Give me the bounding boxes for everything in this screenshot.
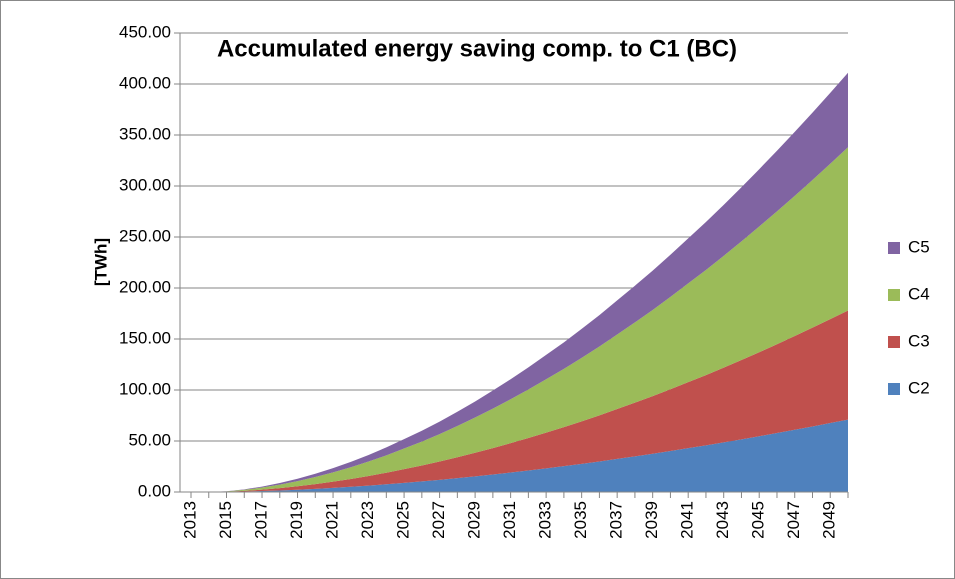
x-tick-label: 2041	[678, 501, 697, 539]
x-tick-label: 2045	[749, 501, 768, 539]
legend-label: C2	[908, 378, 930, 397]
x-tick-label: 2025	[394, 501, 413, 539]
y-tick-label: 300.00	[119, 175, 171, 194]
legend-label: C4	[908, 284, 930, 303]
x-tick-label: 2031	[500, 501, 519, 539]
y-tick-label: 100.00	[119, 379, 171, 398]
x-tick-label: 2039	[642, 501, 661, 539]
x-tick-label: 2049	[820, 501, 839, 539]
area	[191, 147, 848, 493]
x-tick-label: 2019	[287, 501, 306, 539]
x-tick-label: 2035	[571, 501, 590, 539]
x-tick-label: 2013	[180, 501, 199, 539]
x-tick-label: 2027	[429, 501, 448, 539]
x-tick-label: 2023	[358, 501, 377, 539]
legend-swatch	[888, 289, 900, 301]
legend-swatch	[888, 383, 900, 395]
y-tick-label: 0.00	[138, 481, 171, 500]
area	[191, 419, 848, 492]
x-tick-label: 2021	[323, 501, 342, 539]
area	[191, 310, 848, 492]
y-tick-label: 450.00	[119, 22, 171, 41]
legend-label: C5	[908, 237, 930, 256]
y-tick-label: 200.00	[119, 277, 171, 296]
y-tick-label: 150.00	[119, 328, 171, 347]
x-tick-label: 2015	[216, 501, 235, 539]
y-tick-label: 250.00	[119, 226, 171, 245]
legend-swatch	[888, 242, 900, 254]
y-tick-label: 50.00	[128, 430, 171, 449]
chart-title: Accumulated energy saving comp. to C1 (B…	[217, 35, 737, 62]
x-tick-label: 2029	[465, 501, 484, 539]
x-tick-label: 2017	[252, 501, 271, 539]
y-tick-label: 400.00	[119, 73, 171, 92]
y-axis-label: [TWh]	[91, 238, 110, 286]
legend-swatch	[888, 336, 900, 348]
y-tick-label: 350.00	[119, 124, 171, 143]
x-tick-label: 2047	[784, 501, 803, 539]
x-tick-label: 2033	[536, 501, 555, 539]
legend-label: C3	[908, 331, 930, 350]
x-tick-label: 2037	[607, 501, 626, 539]
x-tick-label: 2043	[713, 501, 732, 539]
